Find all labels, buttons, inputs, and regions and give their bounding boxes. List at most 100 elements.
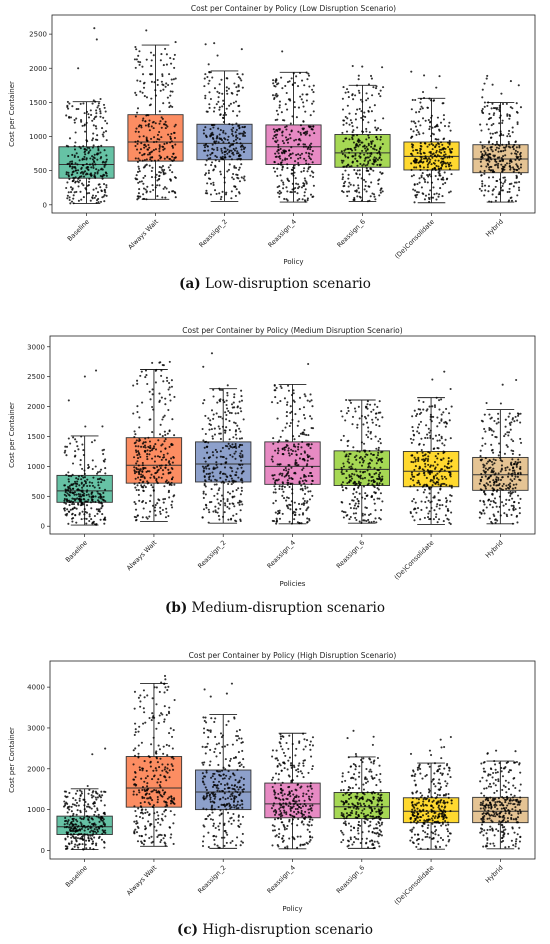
jitter-points [65, 27, 109, 205]
data-point [510, 421, 513, 424]
data-point [236, 406, 239, 409]
data-point [239, 157, 242, 160]
box-baseline [56, 369, 113, 526]
data-point [96, 471, 100, 474]
data-point [350, 465, 353, 468]
data-point [443, 171, 446, 174]
data-point [345, 130, 349, 133]
data-point [135, 793, 138, 796]
data-point [303, 482, 306, 485]
data-point [378, 157, 381, 160]
y-tick-label: 0 [41, 523, 45, 531]
data-point [162, 170, 165, 173]
data-point [281, 168, 284, 171]
data-point [166, 96, 169, 99]
data-point [519, 153, 522, 156]
data-point [428, 486, 431, 489]
data-point [171, 90, 174, 93]
data-point [133, 435, 136, 439]
data-point [233, 452, 236, 455]
caption-low: (a) Low-disruption scenario [0, 276, 550, 292]
data-point [71, 508, 74, 511]
data-point [166, 767, 169, 770]
data-point [342, 510, 345, 513]
data-point [154, 751, 157, 754]
data-point [89, 199, 92, 202]
data-point [91, 139, 94, 142]
data-point [421, 485, 424, 488]
data-point [379, 163, 382, 166]
data-point [304, 110, 307, 113]
data-point [409, 128, 413, 131]
data-point [223, 153, 226, 156]
data-point [143, 711, 146, 714]
data-point [433, 509, 436, 512]
data-point [311, 457, 314, 460]
data-point [143, 146, 146, 149]
data-point [219, 470, 222, 474]
data-point [426, 459, 429, 462]
data-point [342, 462, 345, 465]
data-point [93, 514, 96, 518]
data-point [307, 490, 310, 493]
data-point [420, 500, 423, 503]
data-point [160, 136, 163, 139]
data-point [101, 794, 104, 797]
data-point [134, 776, 137, 779]
data-point [278, 100, 281, 103]
data-point [478, 511, 482, 514]
data-point [418, 133, 421, 136]
data-point [236, 93, 239, 96]
data-point [305, 151, 308, 154]
data-point [363, 178, 366, 181]
data-point [300, 522, 303, 525]
data-point [449, 129, 452, 132]
data-point [303, 417, 306, 420]
data-point [87, 498, 90, 501]
data-point [488, 467, 491, 470]
data-point [74, 131, 77, 134]
data-point [279, 174, 282, 177]
data-point [154, 818, 158, 821]
data-point [431, 378, 434, 381]
data-point [96, 828, 99, 831]
data-point [90, 172, 93, 175]
data-point [427, 118, 430, 122]
data-point [346, 88, 349, 91]
data-point [144, 369, 148, 372]
data-point [93, 196, 96, 199]
data-point [105, 186, 108, 189]
data-point [133, 820, 136, 823]
data-point [341, 510, 344, 513]
data-point [81, 489, 84, 492]
data-point [206, 154, 209, 157]
data-point [345, 122, 348, 125]
data-point [515, 110, 518, 113]
data-point [145, 190, 148, 193]
data-point [435, 198, 438, 201]
data-point [487, 498, 491, 501]
data-point [278, 155, 281, 158]
data-point [277, 447, 280, 450]
data-point [232, 134, 235, 137]
data-point [163, 720, 166, 723]
data-point [68, 137, 72, 140]
data-point [272, 491, 275, 494]
data-point [490, 158, 493, 161]
data-point [416, 430, 419, 433]
y-tick-label: 1000 [29, 133, 47, 141]
data-point [485, 77, 488, 80]
jitter-points [132, 674, 176, 847]
data-point [430, 116, 433, 119]
data-point [79, 147, 82, 150]
data-point [211, 435, 214, 438]
data-point [364, 455, 367, 458]
data-point [147, 820, 150, 823]
data-point [71, 180, 74, 183]
data-point [449, 494, 452, 497]
data-point [305, 501, 308, 504]
data-point [83, 112, 86, 115]
data-point [75, 152, 78, 155]
data-point [75, 117, 78, 120]
data-point [87, 116, 91, 119]
